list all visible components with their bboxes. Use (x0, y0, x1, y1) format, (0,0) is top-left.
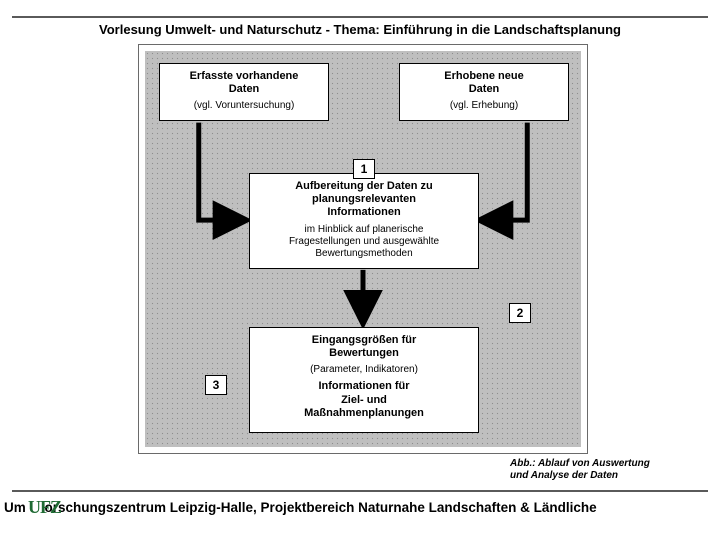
node-d-title-5: Maßnahmenplanungen (304, 407, 424, 419)
node-d-sub-1: (Parameter, Indikatoren) (258, 364, 470, 376)
rule-bottom (12, 490, 708, 492)
node-d-title-4: Ziel- und (341, 394, 387, 406)
node-d-title-3: Informationen für (318, 380, 409, 392)
step-number-2: 2 (509, 303, 531, 323)
node-b-sub: (vgl. Erhebung) (408, 100, 560, 112)
page-title: Vorlesung Umwelt- und Naturschutz - Them… (0, 22, 720, 37)
node-b: Erhobene neueDaten (vgl. Erhebung) (399, 63, 569, 121)
node-d: Eingangsgrößen fürBewertungen (Parameter… (249, 327, 479, 433)
footer-text: Um orschungszentrum Leipzig-Halle, Proje… (0, 500, 720, 515)
footer-post: orschungszentrum Leipzig-Halle, Projektb… (45, 500, 597, 515)
node-b-title-2: Daten (469, 83, 500, 95)
node-c-title-3: Informationen (327, 206, 400, 218)
node-a-sub: (vgl. Voruntersuchung) (168, 100, 320, 112)
node-c-title-2: planungsrelevanten (312, 193, 416, 205)
step-number-1: 1 (353, 159, 375, 179)
node-a: Erfasste vorhandeneDaten (vgl. Vorunters… (159, 63, 329, 121)
node-a-title-1: Erfasste vorhandene (190, 70, 299, 82)
caption-line-2: und Analyse der Daten (510, 470, 618, 481)
footer-pre: Um (4, 500, 26, 515)
node-c-sub-3: Bewertungsmethoden (315, 248, 412, 259)
node-c: Aufbereitung der Daten zu planungsreleva… (249, 173, 479, 269)
node-c-title-1: Aufbereitung der Daten zu (295, 180, 433, 192)
node-b-title-1: Erhobene neue (444, 70, 523, 82)
step-number-3: 3 (205, 375, 227, 395)
node-c-sub-2: Fragestellungen und ausgewählte (289, 236, 439, 247)
node-d-title-1: Eingangsgrößen für (312, 334, 417, 346)
caption-line-1: Abb.: Ablauf von Auswertung (510, 458, 650, 469)
ufz-logo: UFZ (28, 497, 61, 518)
figure-caption: Abb.: Ablauf von Auswertung und Analyse … (510, 458, 710, 482)
node-a-title-2: Daten (229, 83, 260, 95)
node-c-sub-1: im Hinblick auf planerische (305, 224, 424, 235)
node-d-title-2: Bewertungen (329, 347, 399, 359)
rule-top (12, 16, 708, 18)
diagram-frame: Erfasste vorhandeneDaten (vgl. Vorunters… (138, 44, 588, 454)
